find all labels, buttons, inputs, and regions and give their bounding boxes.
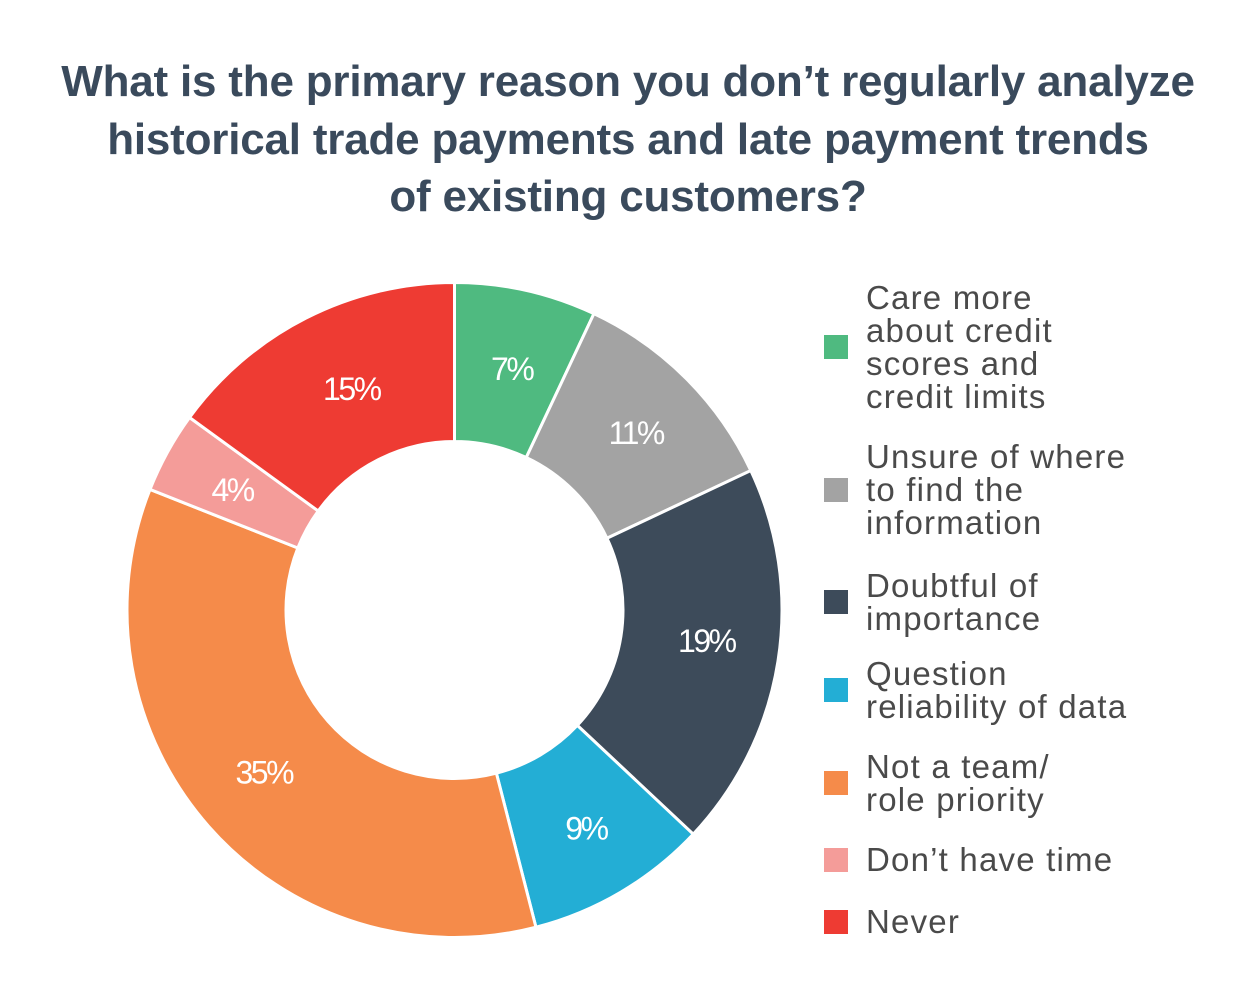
donut-slices bbox=[125, 280, 784, 939]
slice-value-label-4pct: 4% bbox=[211, 472, 254, 508]
slice-value-label-15pct: 15% bbox=[323, 371, 382, 407]
legend-item-doubtful-of-importance: Doubtful of importance bbox=[824, 569, 1224, 635]
legend-label: Don’t have time bbox=[866, 843, 1113, 876]
chart-title: What is the primary reason you don’t reg… bbox=[0, 53, 1256, 226]
donut-slice-labels: 7% 11% 19% 9% 35% 4% 15% bbox=[211, 351, 739, 847]
legend-label-line: scores and bbox=[866, 345, 1040, 382]
chart-title-line-2: historical trade payments and late payme… bbox=[107, 114, 1149, 164]
legend-label: Care more about credit scores and credit li… bbox=[866, 281, 1053, 413]
legend-swatch-icon bbox=[824, 590, 848, 614]
legend-swatch-icon bbox=[824, 335, 848, 359]
legend-item-don-t-have-time: Don’t have time bbox=[824, 843, 1224, 876]
legend-label-line: to find the bbox=[866, 471, 1025, 508]
donut-slice-doubtful-of-importance bbox=[575, 468, 784, 837]
chart-title-line-3: of existing customers? bbox=[389, 172, 867, 221]
legend-label-line: role priority bbox=[866, 781, 1045, 818]
legend-label-line: Doubtful of bbox=[866, 567, 1039, 604]
legend-swatch-icon bbox=[824, 909, 848, 934]
legend-swatch-icon bbox=[824, 477, 848, 502]
donut-slice-never bbox=[187, 280, 456, 514]
legend-label-line: Don’t have time bbox=[866, 841, 1114, 878]
legend-label: Not a team/role priority bbox=[866, 750, 1050, 816]
legend-swatch-icon bbox=[824, 771, 848, 795]
legend-label-line: Question bbox=[866, 655, 1008, 692]
legend-label: Doubtful of importance bbox=[866, 569, 1041, 635]
slice-value-label-19pct: 19% bbox=[678, 623, 737, 659]
legend-label-line: credit limits bbox=[866, 378, 1047, 415]
legend-item-care-more-about-credit-scores-and-credit-limits: Care more about credit scores and credit li… bbox=[824, 281, 1224, 413]
legend-label-line: Never bbox=[866, 903, 961, 940]
legend-label-line: about credit bbox=[866, 312, 1053, 349]
legend-item-question-reliability-of-data: Question reliability of data bbox=[824, 657, 1224, 723]
legend-label-line: Not a team/ bbox=[866, 748, 1050, 785]
legend-item-unsure-of-where-to-find-the-information: Unsure of where to find the information bbox=[824, 440, 1224, 539]
legend-item-never: Never bbox=[824, 905, 1224, 938]
legend-swatch-icon bbox=[824, 847, 848, 872]
legend-label-line: information bbox=[866, 504, 1043, 541]
slice-value-label-9pct: 9% bbox=[565, 811, 608, 847]
slice-value-label-11pct: 11% bbox=[609, 415, 665, 451]
donut-slice-not-a-team-role-priority bbox=[125, 487, 538, 939]
legend-item-not-a-team-role-priority: Not a team/role priority bbox=[824, 750, 1224, 816]
chart-legend: Care more about credit scores and credit li… bbox=[824, 281, 1224, 938]
chart-title-line-1: What is the primary reason you don’t reg… bbox=[61, 57, 1195, 106]
legend-label-line: importance bbox=[866, 600, 1042, 637]
slice-value-label-35pct: 35% bbox=[235, 755, 294, 791]
legend-label-line: Care more bbox=[866, 279, 1033, 316]
legend-label: Question reliability of data bbox=[866, 657, 1127, 723]
legend-label: Never bbox=[866, 905, 960, 938]
donut-slice-unsure-of-where-to-find-the-information bbox=[524, 311, 753, 541]
legend-label-line: reliability of data bbox=[866, 688, 1128, 725]
slice-value-label-7pct: 7% bbox=[491, 351, 534, 387]
legend-swatch-icon bbox=[824, 678, 848, 702]
legend-label: Unsure of where to find the information bbox=[866, 440, 1126, 539]
legend-label-line: Unsure of where bbox=[866, 438, 1127, 475]
